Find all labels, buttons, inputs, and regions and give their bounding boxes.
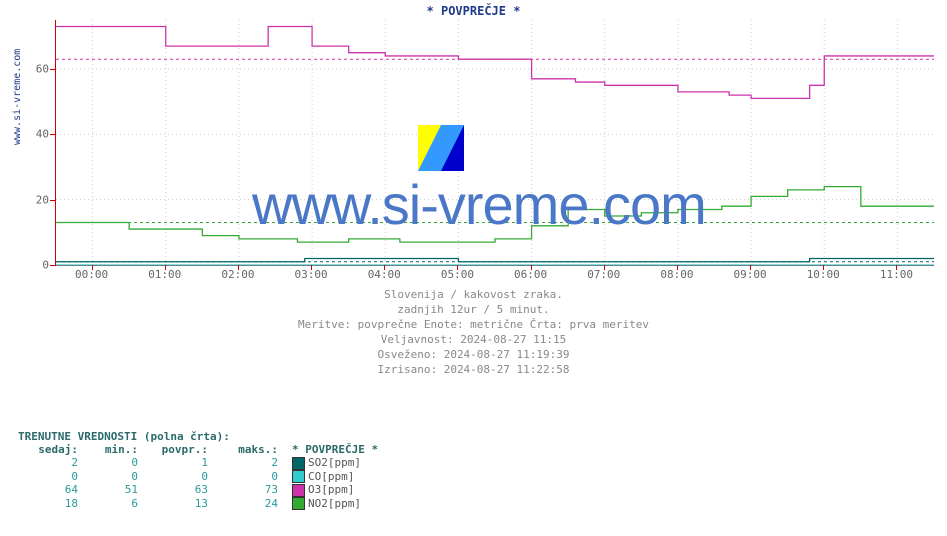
table-header-line: TRENUTNE VREDNOSTI (polna črta):: [18, 430, 378, 443]
table-col-header: maks.:: [208, 443, 278, 456]
table-row: 0000CO[ppm]: [18, 470, 378, 484]
legend-swatch-icon: [292, 470, 305, 483]
series-line-NO2: [56, 187, 934, 243]
y-tick-mark: [50, 265, 55, 266]
table-cell: 51: [78, 483, 138, 496]
x-tick-label: 06:00: [514, 268, 547, 281]
y-tick-label: 20: [9, 193, 49, 206]
table-col-header: povpr.:: [138, 443, 208, 456]
table-header-row: sedaj:min.:povpr.:maks.: * POVPREČJE *: [18, 443, 378, 456]
x-tick-label: 08:00: [660, 268, 693, 281]
x-tick-label: 04:00: [368, 268, 401, 281]
footer-line-4: Veljavnost: 2024-08-27 11:15: [0, 332, 947, 347]
table-cell: 0: [138, 470, 208, 483]
footer-line-3: Meritve: povprečne Enote: metrične Črta:…: [0, 317, 947, 332]
table-cell: 1: [138, 456, 208, 469]
table-cell: 73: [208, 483, 278, 496]
table-cell: 0: [208, 470, 278, 483]
values-table: TRENUTNE VREDNOSTI (polna črta):sedaj:mi…: [18, 430, 378, 510]
footer-line-5: Osveženo: 2024-08-27 11:19:39: [0, 347, 947, 362]
x-tick-label: 10:00: [807, 268, 840, 281]
x-tick-label: 11:00: [880, 268, 913, 281]
table-cell: 2: [18, 456, 78, 469]
footer-line-6: Izrisano: 2024-08-27 11:22:58: [0, 362, 947, 377]
table-row: 64516373 O3[ppm]: [18, 483, 378, 497]
table-row: 1861324 NO2[ppm]: [18, 497, 378, 511]
plot-svg: [56, 20, 934, 265]
x-tick-label: 03:00: [295, 268, 328, 281]
table-row: 2012SO2[ppm]: [18, 456, 378, 470]
table-cell: 63: [138, 483, 208, 496]
y-tick-label: 40: [9, 128, 49, 141]
footer-line-2: zadnjih 12ur / 5 minut.: [0, 302, 947, 317]
table-cell: 64: [18, 483, 78, 496]
legend-label: NO2[ppm]: [308, 497, 361, 510]
x-tick-label: 05:00: [441, 268, 474, 281]
legend-label: O3[ppm]: [308, 483, 354, 496]
table-cell: 24: [208, 497, 278, 510]
table-cell: 18: [18, 497, 78, 510]
table-cell: 13: [138, 497, 208, 510]
legend-label: CO[ppm]: [308, 470, 354, 483]
table-cell: 0: [78, 456, 138, 469]
series-line-O3: [56, 27, 934, 99]
y-tick-mark: [50, 69, 55, 70]
table-title-col: * POVPREČJE *: [292, 443, 378, 456]
x-tick-label: 00:00: [75, 268, 108, 281]
legend-swatch-icon: [292, 497, 305, 510]
y-tick-mark: [50, 200, 55, 201]
x-tick-label: 07:00: [587, 268, 620, 281]
chart-plot-area: [55, 20, 934, 266]
y-tick-mark: [50, 134, 55, 135]
table-col-header: sedaj:: [18, 443, 78, 456]
table-col-header: min.:: [78, 443, 138, 456]
table-cell: 2: [208, 456, 278, 469]
series-line-SO2: [56, 258, 934, 261]
legend-label: SO2[ppm]: [308, 456, 361, 469]
footer-line-1: Slovenija / kakovost zraka.: [0, 287, 947, 302]
y-tick-label: 0: [9, 259, 49, 272]
table-cell: 6: [78, 497, 138, 510]
x-tick-label: 02:00: [221, 268, 254, 281]
table-cell: 0: [78, 470, 138, 483]
table-cell: 0: [18, 470, 78, 483]
legend-swatch-icon: [292, 457, 305, 470]
x-tick-label: 01:00: [148, 268, 181, 281]
chart-title: * POVPREČJE *: [0, 4, 947, 18]
legend-swatch-icon: [292, 484, 305, 497]
y-tick-label: 60: [9, 63, 49, 76]
x-tick-label: 09:00: [734, 268, 767, 281]
